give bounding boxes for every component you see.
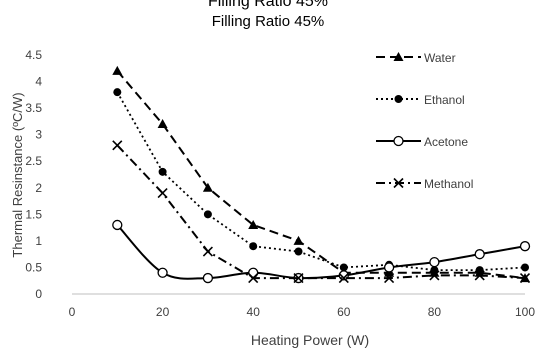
data-point-acetone (474, 249, 485, 260)
data-point-ethanol (521, 263, 529, 272)
series-line-ethanol (116, 91, 526, 271)
y-tick-label: 3 (35, 128, 42, 142)
y-tick-label: 1 (35, 234, 42, 248)
data-point-water (112, 65, 123, 75)
legend: Water Ethanol Acetone Methanol (376, 51, 473, 191)
x-axis-label: Heating Power (W) (251, 332, 369, 348)
data-point-methanol (248, 273, 259, 284)
data-point-methanol (519, 273, 531, 284)
x-tick-label: 40 (247, 305, 261, 319)
data-point-acetone (157, 267, 168, 278)
data-point-ethanol (294, 247, 303, 256)
series-line-water (116, 70, 526, 280)
y-tick-label: 0 (35, 287, 42, 301)
data-point-methanol (112, 140, 123, 151)
data-point-methanol (429, 270, 440, 281)
data-point-acetone (202, 272, 214, 284)
legend-label-water: Water (424, 51, 456, 65)
data-point-methanol (293, 273, 304, 284)
data-point-water (293, 235, 304, 245)
y-tick-label: 2 (35, 181, 42, 195)
data-point-methanol (157, 188, 168, 199)
y-tick-label: 4.5 (25, 48, 42, 62)
legend-label-acetone: Acetone (424, 135, 468, 149)
data-point-acetone (519, 241, 531, 252)
data-point-ethanol (339, 263, 348, 272)
data-point-water (202, 182, 213, 192)
y-tick-label: 1.5 (25, 207, 42, 221)
legend-marker-acetone (393, 135, 404, 147)
x-tick-label: 80 (428, 305, 442, 319)
data-point-ethanol (430, 266, 439, 275)
data-point-methanol (338, 273, 349, 284)
x-tick-label: 20 (156, 305, 170, 319)
data-point-ethanol (475, 266, 484, 275)
legend-label-ethanol: Ethanol (424, 93, 465, 107)
chart-title-cropped: Filling Ratio 45% (208, 0, 328, 10)
y-axis-label: Thermal Resinstance (ºC/W) (10, 92, 25, 257)
plot-area: 0 0.5 1 1.5 2 2.5 3 3.5 4 4.5 0 20 40 60 80 100 (25, 48, 535, 319)
legend-marker-ethanol (394, 95, 403, 103)
data-point-acetone (429, 256, 440, 268)
y-tick-label: 0.5 (25, 260, 42, 274)
data-point-ethanol (113, 88, 122, 97)
data-point-water (248, 219, 259, 229)
y-tick-label: 2.5 (25, 154, 42, 168)
x-tick-label: 60 (337, 305, 351, 319)
chart-title: Filling Ratio 45% (212, 13, 325, 30)
data-point-methanol (474, 270, 485, 281)
y-tick-label: 3.5 (25, 101, 42, 115)
x-tick-label: 0 (69, 305, 76, 319)
x-tick-label: 100 (515, 305, 535, 319)
legend-marker-methanol (393, 177, 404, 189)
data-point-acetone (383, 262, 395, 273)
legend-label-methanol: Methanol (424, 177, 473, 191)
data-point-ethanol (158, 167, 167, 176)
y-tick-label: 4 (35, 75, 42, 89)
data-point-water (157, 119, 168, 129)
series-line-methanol (116, 144, 526, 280)
data-point-acetone (112, 219, 123, 231)
data-point-methanol (384, 273, 395, 284)
data-point-ethanol (203, 210, 212, 219)
series-line-acetone (116, 224, 526, 280)
data-point-methanol (202, 246, 213, 257)
data-point-ethanol (249, 242, 258, 251)
legend-marker-water (393, 52, 404, 61)
